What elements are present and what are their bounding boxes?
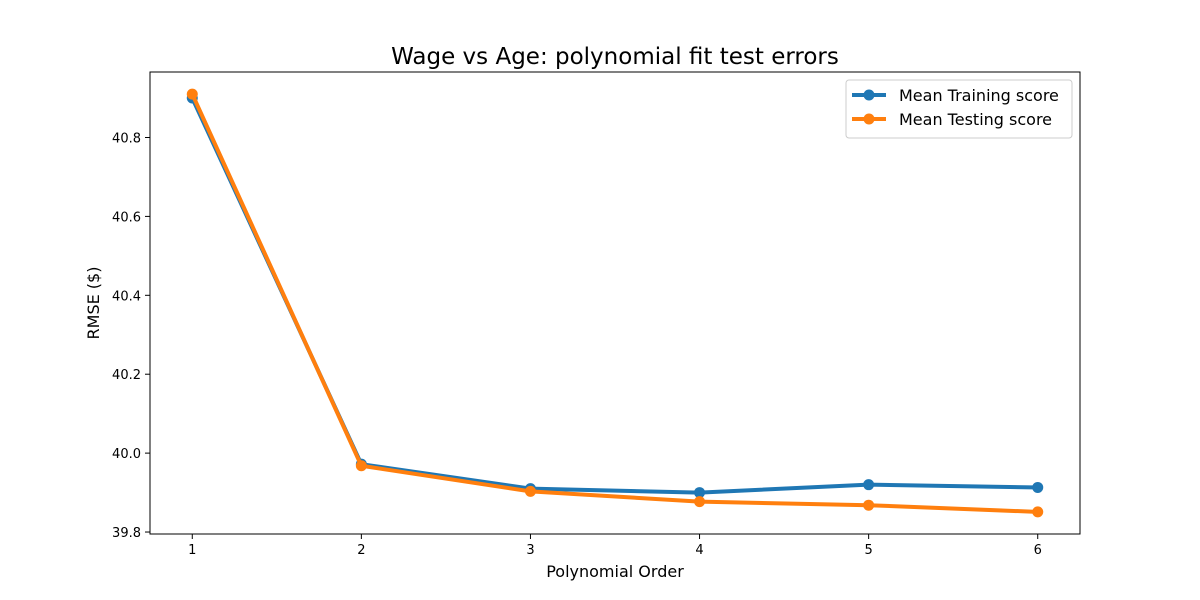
x-tick-label: 5 [864, 543, 872, 558]
x-tick-label: 4 [695, 543, 703, 558]
series-1-point [1032, 481, 1044, 493]
y-tick-label: 40.6 [112, 210, 141, 225]
y-tick-label: 40.2 [112, 368, 141, 383]
series-1-point [863, 479, 875, 491]
x-tick-label: 3 [526, 543, 534, 558]
series-2-point [355, 460, 367, 472]
y-tick-label: 40.4 [112, 289, 141, 304]
series-2-point [524, 485, 536, 497]
x-axis-label: Polynomial Order [546, 562, 684, 581]
legend-label: Mean Training score [899, 86, 1059, 105]
y-tick-label: 40.8 [112, 131, 141, 146]
y-axis-ticks: 39.8 40.0 40.2 40.4 40.6 40.8 [112, 131, 150, 541]
y-tick-label: 40.0 [112, 447, 141, 462]
x-tick-label: 2 [357, 543, 365, 558]
y-tick-label: 39.8 [112, 526, 141, 541]
y-axis-label: RMSE ($) [84, 267, 103, 340]
chart-title: Wage vs Age: polynomial fit test errors [391, 44, 839, 70]
legend-swatch-marker [863, 89, 875, 101]
legend-swatch-marker [863, 113, 875, 125]
legend-box [845, 79, 1073, 139]
series-line-2 [189, 91, 1040, 514]
plot-area [149, 71, 1081, 535]
x-axis-ticks: 1 2 3 4 5 6 [188, 534, 1042, 558]
x-tick-label: 1 [188, 543, 196, 558]
series-2-point [1032, 506, 1044, 518]
series-2-point [694, 496, 706, 508]
series-2-point [863, 499, 875, 511]
series-2-point [186, 88, 198, 100]
series-layer [186, 88, 1044, 518]
legend-label: Mean Testing score [899, 110, 1052, 129]
series-1-point [694, 487, 706, 499]
x-tick-label: 6 [1034, 543, 1042, 558]
legend: Mean Training score Mean Testing score [845, 79, 1073, 139]
